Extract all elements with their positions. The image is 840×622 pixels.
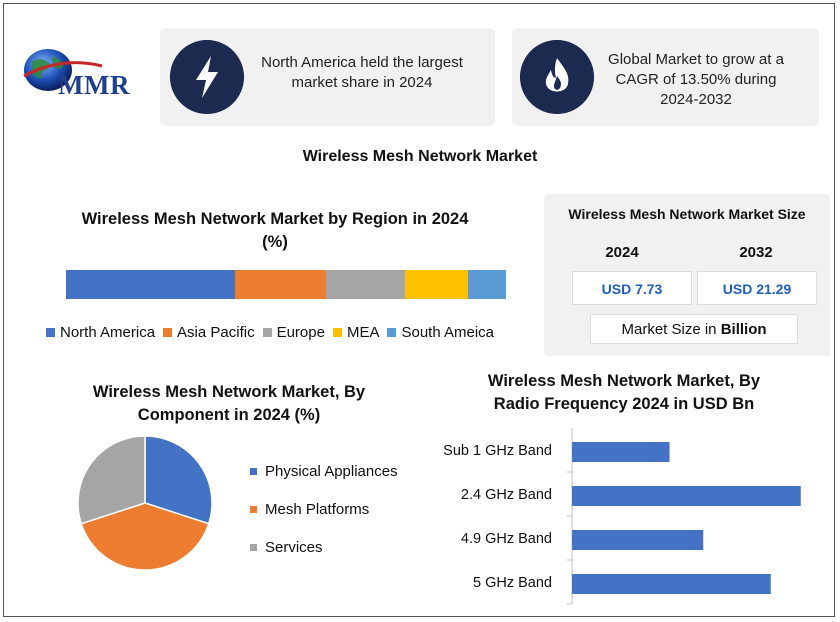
category-label-5-ghz-band: 5 GHz Band: [473, 575, 552, 591]
value-2024: USD 7.73: [572, 271, 692, 305]
pie-slice-physical-appliances: [144, 435, 213, 525]
legend-label: Physical Appliances: [265, 462, 398, 480]
globe-icon: [23, 49, 103, 91]
legend-label: Europe: [276, 324, 325, 341]
infographic-frame: [3, 3, 835, 617]
frequency-bar-chart: [567, 428, 801, 605]
market-size-panel: Wireless Mesh Network Market Size 2024 2…: [544, 194, 830, 356]
logo-text: MMR: [58, 70, 130, 100]
legend-item-mea: MEA: [332, 324, 380, 341]
pie-slice-services: [77, 435, 146, 525]
insight-card-region: North America held the largest market sh…: [160, 28, 495, 126]
legend-swatch: [250, 467, 257, 475]
region-segment-south-ameica: [467, 270, 506, 299]
category-label-2-4-ghz-band: 2.4 GHz Band: [460, 487, 552, 503]
legend-item-south-ameica: South Ameica: [387, 324, 494, 341]
market-size-unit: Market Size in Billion: [590, 314, 798, 344]
legend-label: MEA: [346, 324, 380, 341]
legend-swatch: [163, 328, 173, 337]
market-size-title: Wireless Mesh Network Market Size: [568, 206, 806, 222]
unit-prefix: Market Size in: [621, 321, 721, 338]
insight-text-cagr: Global Market to grow at a CAGR of 13.50…: [608, 51, 784, 108]
category-label-4-9-ghz-band: 4.9 GHz Band: [460, 531, 552, 547]
legend-label: Asia Pacific: [177, 324, 255, 341]
frequency-chart-title: Wireless Mesh Network Market, By Radio F…: [487, 372, 761, 413]
component-legend: Physical Appliances Mesh Platforms Service…: [250, 452, 398, 566]
region-segment-europe: [325, 270, 405, 299]
region-segment-asia-pacific: [235, 270, 326, 299]
component-chart-title: Wireless Mesh Network Market, By Compone…: [92, 383, 366, 424]
unit-bold: Billion: [720, 321, 767, 338]
region-chart-title: Wireless Mesh Network Market by Region i…: [81, 210, 469, 251]
legend-swatch: [250, 505, 257, 513]
legend-label: North America: [60, 324, 156, 341]
region-legend: North America Asia Pacific Europe MEA South …: [46, 324, 494, 341]
legend-item-europe: Europe: [262, 324, 325, 341]
flame-icon: [520, 40, 594, 114]
legend-label: Mesh Platforms: [265, 500, 370, 518]
insight-card-cagr: Global Market to grow at a CAGR of 13.50…: [512, 28, 819, 126]
bar-5-ghz-band: [572, 574, 771, 594]
lightning-icon: [170, 40, 244, 114]
legend-item-north-america: North America: [46, 324, 155, 341]
region-segment-mea: [404, 270, 468, 299]
legend-swatch: [332, 328, 342, 337]
region-segment-north-america: [66, 270, 236, 299]
legend-item-services: Services: [250, 528, 398, 566]
legend-label: South Ameica: [401, 324, 495, 341]
legend-swatch: [250, 543, 257, 551]
category-label-sub-1-ghz-band: Sub 1 GHz Band: [443, 443, 552, 459]
legend-swatch: [46, 328, 55, 337]
bar-sub-1-ghz-band: [572, 442, 670, 462]
main-title: Wireless Mesh Network Market: [302, 148, 538, 165]
insight-text-region: North America held the largest market sh…: [261, 54, 463, 91]
legend-swatch: [262, 328, 272, 337]
pie-slice-mesh-platforms: [80, 502, 210, 571]
year-2032: 2032: [739, 244, 773, 261]
legend-swatch: [387, 328, 397, 337]
legend-label: Services: [265, 538, 323, 556]
year-2024: 2024: [605, 244, 639, 261]
region-stacked-bar: [66, 270, 506, 299]
bar-2-4-ghz-band: [572, 486, 801, 506]
legend-item-asia-pacific: Asia Pacific: [163, 324, 255, 341]
legend-item-mesh-platforms: Mesh Platforms: [250, 490, 398, 528]
legend-item-physical-appliances: Physical Appliances: [250, 452, 398, 490]
value-2032: USD 21.29: [697, 271, 817, 305]
bar-4-9-ghz-band: [572, 530, 704, 550]
component-pie-chart: [77, 435, 213, 571]
